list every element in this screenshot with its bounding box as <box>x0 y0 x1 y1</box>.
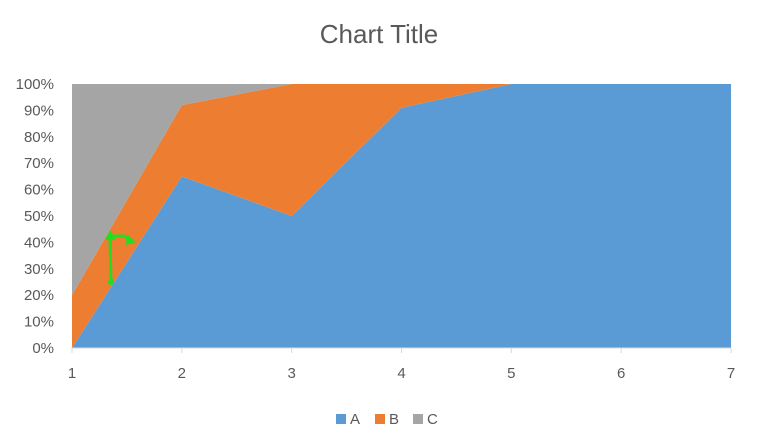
y-tick-label: 70% <box>24 155 54 172</box>
annotation-arrow-shaft <box>108 237 113 283</box>
x-tick-label: 7 <box>727 365 735 382</box>
y-tick-label: 100% <box>16 76 54 93</box>
legend-swatch-a <box>336 414 346 424</box>
y-tick-label: 60% <box>24 182 54 199</box>
y-axis: 0% 10% 20% 30% 40% 50% 60% 70% 80% 90% 100% <box>16 76 54 357</box>
series-area-c <box>72 84 731 296</box>
annotation <box>105 230 136 285</box>
y-tick-label: 30% <box>24 261 54 278</box>
x-tick-label: 4 <box>397 365 405 382</box>
annotation-dot <box>108 279 114 285</box>
x-tick-label: 2 <box>178 365 186 382</box>
legend-swatch-b <box>375 414 385 424</box>
legend-swatch-c <box>413 414 423 424</box>
annotation-arrow-head-2 <box>126 234 136 245</box>
x-axis: 1 2 3 4 5 6 7 <box>68 347 735 382</box>
y-tick-label: 10% <box>24 314 54 331</box>
legend-label-c: C <box>427 411 438 428</box>
chart-title: Chart Title <box>320 19 439 49</box>
y-tick-label: 0% <box>32 340 54 357</box>
y-tick-label: 20% <box>24 287 54 304</box>
legend: A B C <box>336 411 438 428</box>
y-tick-label: 50% <box>24 208 54 225</box>
y-tick-label: 40% <box>24 234 54 251</box>
legend-label-b: B <box>389 411 399 428</box>
series-area-b <box>72 84 731 348</box>
x-tick-label: 5 <box>507 365 515 382</box>
x-tick-label: 3 <box>287 365 295 382</box>
series-area-a <box>72 84 731 348</box>
y-tick-label: 80% <box>24 129 54 146</box>
x-tick-label: 1 <box>68 365 76 382</box>
plot-area <box>72 84 731 348</box>
y-tick-label: 90% <box>24 102 54 119</box>
x-tick-label: 6 <box>617 365 625 382</box>
legend-label-a: A <box>350 411 360 428</box>
